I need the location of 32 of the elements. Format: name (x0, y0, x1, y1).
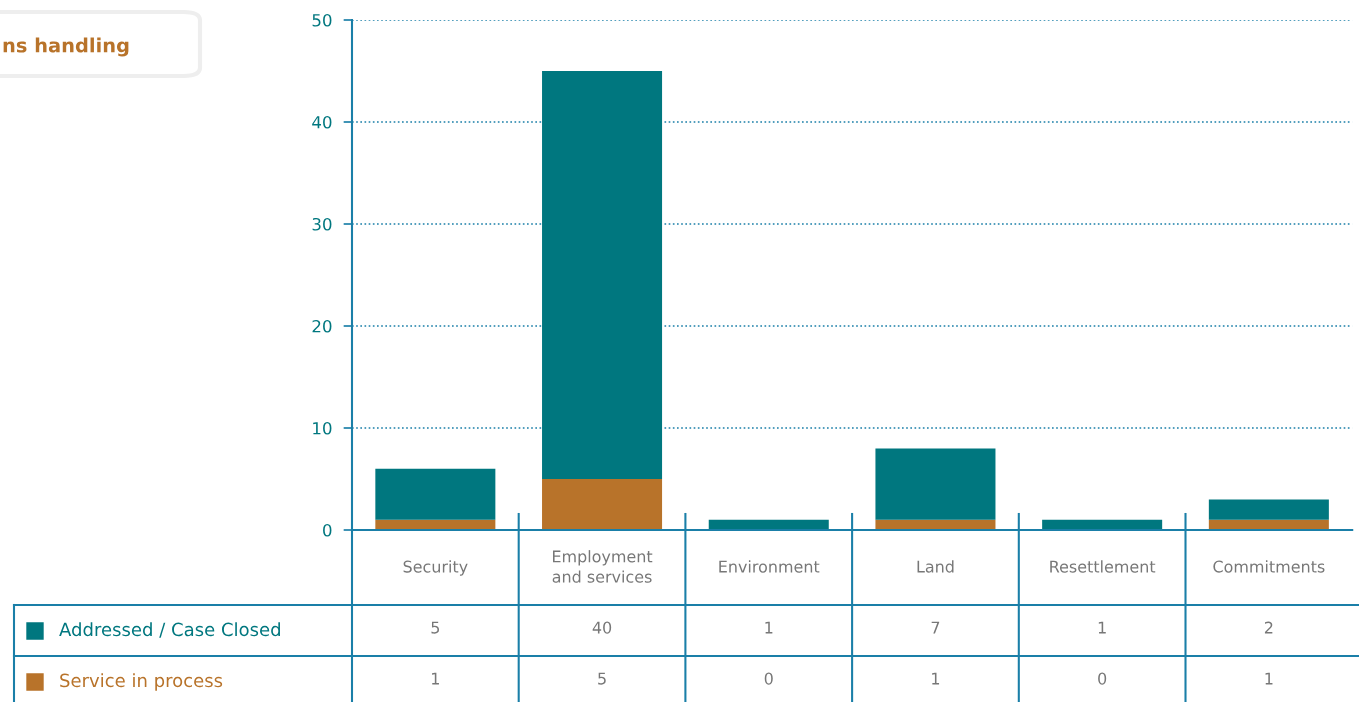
data-label: 7 (931, 621, 940, 634)
bar (542, 479, 663, 530)
data-label: 2 (1264, 621, 1273, 634)
bar (1208, 499, 1329, 520)
text: ns handling (3, 37, 129, 57)
data-label: 5 (431, 621, 440, 634)
data-label: 0 (1098, 672, 1107, 685)
x-tick-label: Resettlement (1050, 560, 1156, 573)
x-tick-label: Environment (719, 560, 820, 573)
y-tick-label: 10 (313, 421, 332, 435)
y-tick-label: 0 (323, 523, 332, 537)
bar (375, 468, 496, 520)
data-label: 1 (1098, 621, 1106, 634)
x-tick-label: Employment and services (552, 550, 653, 583)
x-tick-label: Security (403, 560, 468, 576)
bar (542, 71, 663, 479)
data-label: 5 (598, 672, 606, 685)
y-tick-label: 20 (312, 319, 332, 333)
y-tick-label: 40 (312, 115, 332, 129)
x-tick-label: Land (917, 560, 954, 573)
data-label: 1 (1265, 672, 1273, 685)
legend-label: Service in process (60, 673, 223, 691)
legend-label: Addressed / Case Closed (59, 622, 280, 638)
data-label: 1 (432, 672, 439, 685)
y-tick-label: 30 (312, 217, 332, 231)
bar (875, 448, 996, 520)
data-label: 1 (765, 621, 773, 634)
data-label: 1 (932, 672, 940, 685)
data-label: 40 (592, 621, 612, 634)
x-tick-label: Commitments (1213, 560, 1325, 573)
data-label: 0 (764, 672, 773, 685)
y-tick-label: 50 (312, 13, 332, 27)
